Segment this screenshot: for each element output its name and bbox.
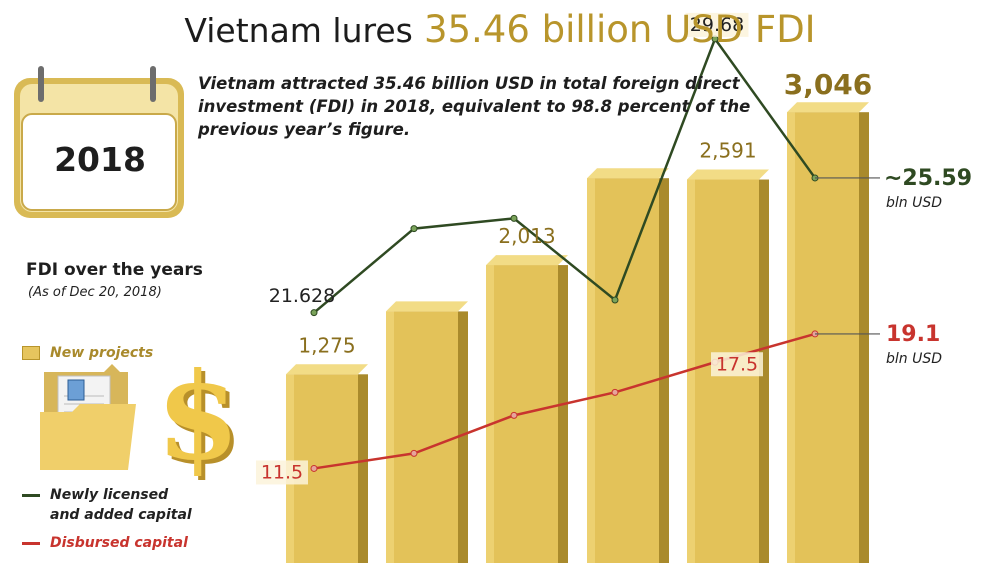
legend-label-projects: New projects: [50, 345, 154, 361]
bar-new-projects: [386, 301, 468, 563]
licensed-line: [313, 36, 817, 314]
bar-value-label: 2,013: [498, 224, 555, 248]
folder-icon: [40, 364, 136, 470]
disbursed-label-mid: 17.5: [716, 353, 758, 375]
legend-swatch-disbursed: [22, 542, 40, 545]
disbursed-label-first-box: [256, 460, 308, 485]
disbursed-label-last: 19.1: [886, 322, 940, 347]
disbursed-label-mid-box: [711, 352, 763, 377]
licensed-label-last: ~25.59: [884, 166, 972, 191]
title-prefix: Vietnam lures: [184, 11, 413, 50]
bar-new-projects: [286, 364, 368, 563]
bar-new-projects: [787, 102, 869, 563]
licensed-unit: bln USD: [886, 195, 942, 211]
calendar-icon: [14, 66, 184, 218]
page-title: Vietnam lures 35.46 billion USD FDI: [0, 8, 1000, 51]
bar-highlight: [687, 179, 695, 563]
bar-highlight: [587, 178, 595, 563]
bar-highlight: [386, 311, 394, 563]
bar-top: [286, 364, 368, 375]
disbursed-point: [310, 464, 318, 472]
bar-side: [859, 112, 869, 563]
intro-text: Vietnam attracted 35.46 billion USD in t…: [198, 74, 751, 139]
legend-swatch-licensed: [22, 494, 40, 497]
bar-front: [386, 311, 458, 563]
legend-label-licensed-2: and added capital: [50, 507, 192, 523]
disbursed-point: [611, 388, 619, 396]
licensed-label-peak: 29.68: [690, 14, 744, 36]
calendar-year: 2018: [54, 140, 146, 179]
bar-top: [587, 168, 669, 179]
bar-side: [558, 265, 568, 563]
title-highlight: 35.46 billion USD FDI: [423, 8, 816, 51]
bar-highlight: [486, 265, 494, 563]
bar-value-label: 1,275: [298, 333, 355, 357]
licensed-point: [410, 225, 418, 233]
licensed-label-first: 21.628: [269, 285, 335, 307]
disbursed-unit: bln USD: [886, 351, 942, 367]
bar-top: [486, 255, 568, 266]
section-title: FDI over the years: [26, 260, 203, 280]
bar-value-label: 3,046: [784, 68, 873, 101]
bar-side: [759, 179, 769, 563]
disbursed-label-first: 11.5: [261, 461, 303, 483]
legend-label-licensed-1: Newly licensed: [50, 487, 169, 503]
bar-value-label: 2,591: [699, 139, 756, 163]
licensed-label-peak-box: [685, 12, 749, 37]
dollar-icon: $ $: [156, 346, 244, 491]
licensed-point: [510, 214, 518, 222]
bar-new-projects: [587, 168, 669, 563]
bar-top: [787, 102, 869, 113]
bar-side: [458, 311, 468, 563]
legend-swatch-bar: [22, 346, 40, 360]
bar-side: [659, 178, 669, 563]
legend-label-disbursed: Disbursed capital: [50, 535, 188, 551]
bar-side: [358, 374, 368, 563]
bar-highlight: [787, 112, 795, 563]
licensed-point: [310, 309, 318, 317]
bar-front: [587, 178, 659, 563]
svg-text:$: $: [156, 346, 240, 487]
svg-text:$: $: [160, 350, 244, 491]
bar-top: [687, 169, 769, 180]
bar-new-projects: [486, 255, 568, 563]
disbursed-point: [510, 411, 518, 419]
disbursed-point: [410, 449, 418, 457]
licensed-point: [611, 296, 619, 304]
section-date-note: (As of Dec 20, 2018): [28, 285, 162, 300]
bar-top: [386, 301, 468, 312]
